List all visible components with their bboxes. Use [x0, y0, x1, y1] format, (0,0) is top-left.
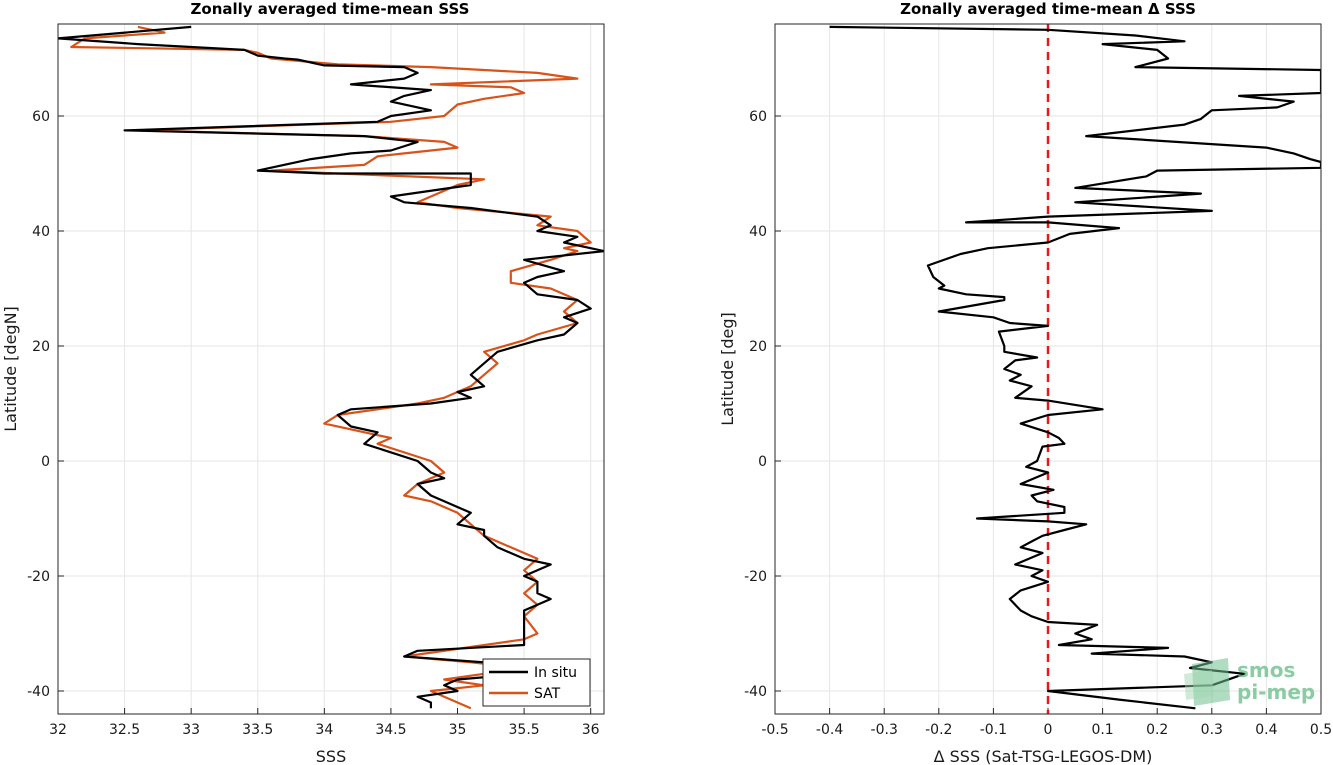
y-tick-label: 40 [32, 224, 50, 240]
x-tick-label: 0.5 [1310, 722, 1332, 738]
x-tick-label: 34.5 [375, 722, 406, 738]
right-ylabel: Latitude [deg] [718, 312, 737, 426]
logo-shape-inner [1184, 670, 1214, 700]
y-tick-label: 60 [32, 109, 50, 125]
y-tick-label: -40 [27, 684, 50, 700]
x-tick-label: 0.4 [1255, 722, 1277, 738]
x-tick-label: 0 [1044, 722, 1053, 738]
left-tick-labels: 32 32.5 33 33.5 34 34.5 35 35.5 36 -40 -20 0 20 40 60 [27, 109, 600, 738]
left-axes-box [57, 23, 605, 715]
y-tick-label: 60 [749, 109, 767, 125]
y-tick-label: 40 [749, 224, 767, 240]
legend-box [482, 658, 591, 707]
legend-label-sat: SAT [534, 686, 561, 702]
x-tick-label: -0.4 [816, 722, 843, 738]
y-tick-label: 0 [41, 454, 50, 470]
y-tick-label: 20 [749, 339, 767, 355]
legend-label-in-situ: In situ [534, 665, 577, 681]
x-tick-label: 35.5 [509, 722, 540, 738]
right-tick-labels: -0.5 -0.4 -0.3 -0.2 -0.1 0 0.1 0.2 0.3 0.4 0.5 -40 -… [744, 109, 1332, 738]
in-situ-series-line [58, 25, 604, 709]
right-axes-box [774, 23, 1322, 715]
x-tick-label: 32 [49, 722, 67, 738]
y-tick-label: -40 [744, 684, 767, 700]
left-xlabel: SSS [316, 747, 346, 765]
logo-text-smos: smos [1237, 658, 1295, 682]
x-tick-label: 0.2 [1146, 722, 1168, 738]
x-tick-label: 33.5 [242, 722, 273, 738]
x-tick-label: 0.3 [1201, 722, 1223, 738]
y-tick-label: 20 [32, 339, 50, 355]
sat-series-line [70, 25, 592, 710]
logo-text-pi-mep: pi-mep [1237, 680, 1315, 704]
x-tick-label: -0.1 [980, 722, 1007, 738]
y-tick-label: -20 [744, 569, 767, 585]
x-tick-label: 34 [315, 722, 333, 738]
x-tick-label: 33 [182, 722, 200, 738]
x-tick-label: 0.1 [1091, 722, 1113, 738]
y-tick-label: 0 [758, 454, 767, 470]
x-tick-label: 32.5 [109, 722, 140, 738]
left-series-lines [58, 25, 604, 710]
right-xlabel: Δ SSS (Sat-TSG-LEGOS-DM) [934, 747, 1153, 765]
delta-sss-series-line [829, 25, 1321, 710]
x-tick-label: 36 [582, 722, 600, 738]
x-tick-label: -0.2 [925, 722, 952, 738]
x-tick-label: -0.5 [761, 722, 788, 738]
right-panel-delta-sss: Zonally averaged time-mean Δ SSS -0.5 -0.… [718, 0, 1332, 765]
left-title: Zonally averaged time-mean SSS [191, 0, 470, 18]
legend: In situ SAT [482, 658, 591, 707]
right-title: Zonally averaged time-mean Δ SSS [900, 0, 1196, 18]
smos-pi-mep-logo: smos pi-mep [1184, 658, 1315, 706]
left-plot-area [58, 24, 604, 714]
x-tick-label: -0.3 [871, 722, 898, 738]
y-tick-label: -20 [27, 569, 50, 585]
left-ylabel: Latitude [degN] [1, 306, 20, 432]
right-series-lines [829, 25, 1321, 710]
x-tick-label: 35 [449, 722, 467, 738]
left-panel-sss: Zonally averaged time-mean SSS 32 32.5 33 3… [1, 0, 605, 765]
